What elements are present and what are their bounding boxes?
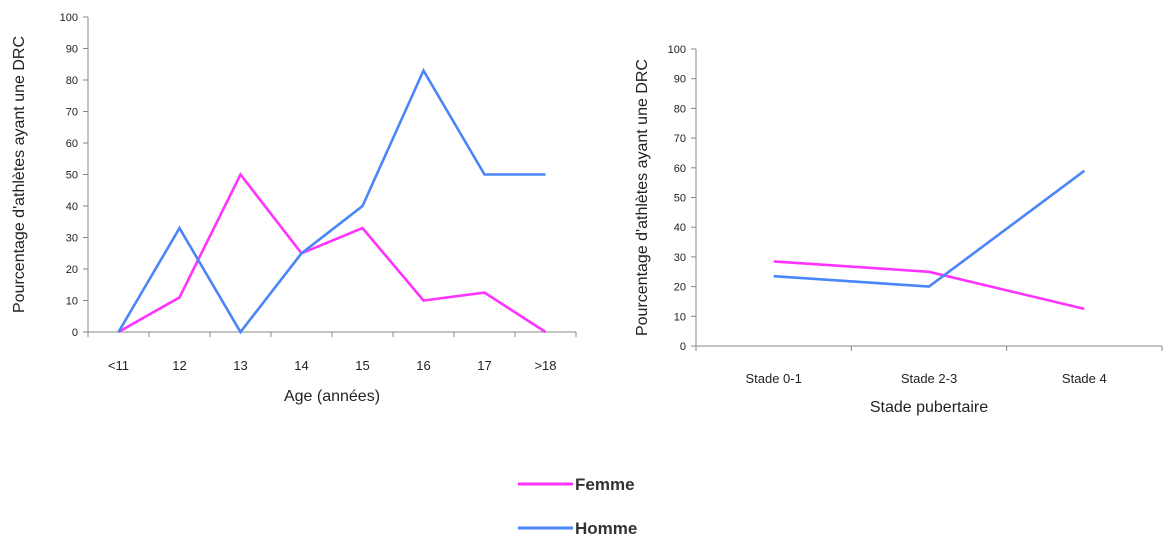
y-tick-label: 10 [66, 296, 78, 308]
series-line-femme [117, 172, 547, 334]
chart-age: 0 10 20 30 40 50 60 70 80 90 100 <11 12 13 14 15 16 17 >18… [11, 12, 577, 405]
x-tick-label: 15 [355, 358, 369, 373]
x-tick-label: 17 [477, 358, 491, 373]
x-tick-label: 12 [172, 358, 186, 373]
y-tick-label: 0 [72, 327, 78, 339]
y-tick-label: 100 [60, 12, 78, 24]
y-tick-label: 70 [66, 107, 78, 119]
x-tick-label: >18 [534, 358, 556, 373]
x-tick-label: 16 [416, 358, 430, 373]
x-tick-label: Stade 0-1 [745, 371, 801, 386]
y-tick-label: 80 [674, 103, 686, 115]
chart-pubertal-stage: 0 10 20 30 40 50 60 70 80 90 100 Stade 0-1 Stade 2-3… [634, 44, 1163, 416]
series-line-homme [117, 67, 546, 335]
y-tick-label: 0 [680, 341, 686, 353]
y-tick-label: 20 [674, 282, 686, 294]
x-tick-label: Stade 4 [1062, 371, 1107, 386]
y-tick-label: 100 [668, 44, 686, 56]
y-tick-label: 60 [66, 138, 78, 150]
x-tick-label: Stade 2-3 [901, 371, 957, 386]
y-tick-label: 50 [66, 170, 78, 182]
x-axis-title: Stade pubertaire [870, 399, 988, 416]
y-tick-label: 20 [66, 264, 78, 276]
y-tick-label: 50 [674, 193, 686, 205]
x-tick-label: 13 [233, 358, 247, 373]
y-tick-label: 80 [66, 75, 78, 87]
y-axis-title: Pourcentage d'athlètes ayant une DRC [634, 59, 651, 336]
y-tick-label: 10 [674, 311, 686, 323]
series-line-femme [773, 260, 1085, 311]
y-tick-label: 90 [674, 74, 686, 86]
x-tick-label: <11 [108, 358, 129, 373]
x-axis-title: Age (années) [284, 388, 380, 405]
y-tick-label: 90 [66, 44, 78, 56]
y-axis-title: Pourcentage d'athlètes ayant une DRC [11, 36, 28, 313]
legend-label-femme: Femme [575, 475, 635, 494]
x-tick-label: 14 [294, 358, 308, 373]
y-tick-label: 70 [674, 133, 686, 145]
legend-label-homme: Homme [575, 519, 637, 538]
y-tick-label: 40 [66, 201, 78, 213]
y-tick-label: 60 [674, 163, 686, 175]
legend: Femme Homme [518, 475, 637, 538]
y-tick-label: 30 [674, 252, 686, 264]
y-tick-label: 40 [674, 222, 686, 234]
series-line-homme [773, 169, 1086, 288]
y-tick-label: 30 [66, 233, 78, 245]
